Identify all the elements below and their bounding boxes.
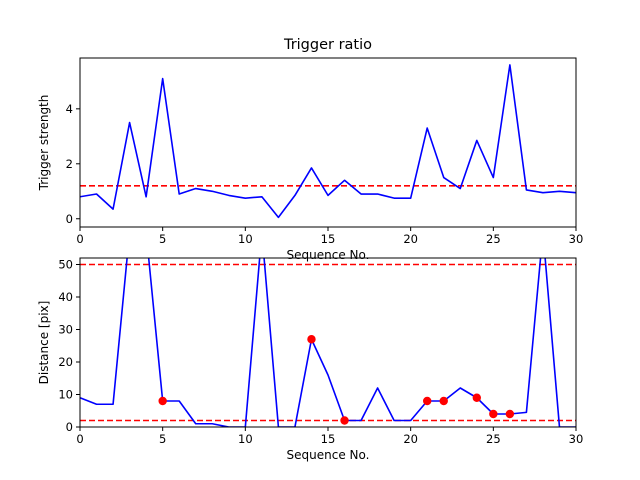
data-point-marker xyxy=(158,396,167,406)
y-tick-label: 40 xyxy=(58,290,73,304)
data-point-marker xyxy=(505,409,515,419)
y-tick-label: 50 xyxy=(58,258,73,272)
data-point-marker xyxy=(307,335,316,344)
data-point-marker xyxy=(439,396,448,406)
x-tick-label: 10 xyxy=(238,432,253,446)
y-tick-label: 2 xyxy=(66,157,73,171)
y-tick-label: 4 xyxy=(66,102,73,116)
y-tick-label: 20 xyxy=(58,355,73,369)
plot-area xyxy=(80,258,576,427)
series-line xyxy=(80,64,576,219)
data-point-marker xyxy=(472,393,481,402)
x-tick-label: 15 xyxy=(321,232,336,246)
data-point-marker xyxy=(489,409,498,419)
x-tick-label: 30 xyxy=(569,232,584,246)
chart-title: Trigger ratio xyxy=(283,37,372,53)
x-tick-label: 30 xyxy=(569,432,584,446)
y-axis-label: Trigger strength xyxy=(37,95,51,192)
y-tick-label: 0 xyxy=(66,212,73,226)
chart-2: 0 5 10 15 20 25 30 0 10 20 30 40 50 Sequence No. Dista… xyxy=(37,257,584,462)
x-tick-label: 5 xyxy=(159,232,166,246)
x-axis-label: Sequence No. xyxy=(287,448,370,462)
x-tick-label: 0 xyxy=(76,432,83,446)
x-tick-label: 5 xyxy=(159,432,166,446)
y-axis-label: Distance [pix] xyxy=(37,301,51,385)
x-axis-label: Sequence No. xyxy=(287,248,370,262)
data-point-marker xyxy=(340,416,349,425)
x-tick-label: 25 xyxy=(486,232,501,246)
plot-area xyxy=(80,64,576,219)
y-tick-label: 30 xyxy=(58,323,73,337)
x-tick-label: 15 xyxy=(321,432,336,446)
x-tick-label: 25 xyxy=(486,432,501,446)
x-tick-label: 20 xyxy=(403,232,418,246)
data-point-marker xyxy=(423,396,432,406)
x-tick-label: 20 xyxy=(403,432,418,446)
x-tick-label: 10 xyxy=(238,232,253,246)
y-tick-label: 10 xyxy=(58,388,73,402)
y-tick-label: 0 xyxy=(66,420,73,434)
x-tick-label: 0 xyxy=(76,232,83,246)
